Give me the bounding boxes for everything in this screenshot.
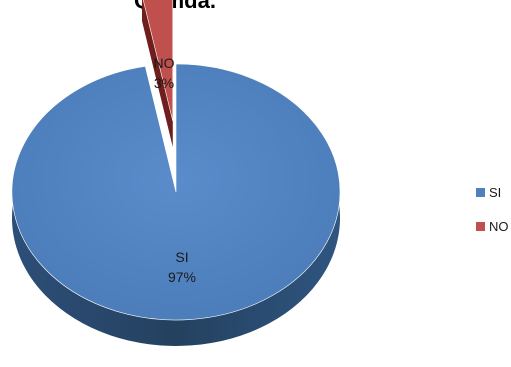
data-label-value-no: 3%: [154, 75, 174, 91]
pie-slice-wall-no: [142, 0, 173, 148]
data-labels: SI 97% NO 3%: [154, 55, 197, 285]
pie-slice-top-no: [142, 0, 174, 122]
legend: SI NO: [476, 185, 509, 234]
legend-swatch-no: [476, 222, 485, 231]
data-label-category-si: SI: [175, 249, 188, 265]
pie-slice-si: [11, 63, 341, 346]
legend-label-si: SI: [489, 185, 501, 200]
legend-label-no: NO: [489, 219, 509, 234]
data-label-value-si: 97%: [168, 269, 196, 285]
pie-slices: [11, 0, 341, 346]
legend-swatch-si: [476, 188, 485, 197]
pie-slice-no: [142, 0, 174, 148]
pie-slice-top-si: [11, 63, 341, 321]
data-label-category-no: NO: [154, 55, 175, 71]
